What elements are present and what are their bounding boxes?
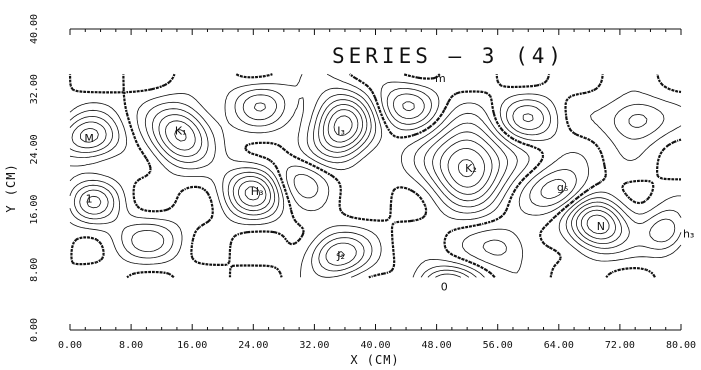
x-tick-label: 40.00 <box>360 340 390 351</box>
region-label: 0 <box>441 280 448 293</box>
y-tick-label: 40.00 <box>29 14 40 44</box>
contour-line <box>70 94 566 271</box>
chart-title: SERIES — 3 (4) <box>332 44 565 68</box>
contour-lines <box>70 74 681 277</box>
y-axis-label: Y (CM) <box>4 163 18 212</box>
y-axis-ticks: 0.00 8.00 16.00 24.00 32.00 40.00 <box>29 14 40 342</box>
region-labels: M K₁ I₃ m K₂ H₃ g₅ 1 Nh₃ J₂ 0 <box>84 72 694 293</box>
contour-line <box>70 82 589 277</box>
x-tick-label: 0.00 <box>58 340 82 351</box>
contour-line <box>175 110 609 234</box>
contour-line <box>334 116 475 177</box>
x-axis-label: X (CM) <box>350 353 399 367</box>
x-tick-label: 48.00 <box>422 340 452 351</box>
region-label: m <box>435 72 446 85</box>
region-label: M <box>84 132 94 145</box>
region-label: J₂ <box>336 249 345 262</box>
region-label: H₃ <box>251 185 264 198</box>
x-tick-label: 16.00 <box>177 340 207 351</box>
contour-line <box>80 129 344 257</box>
axes-frame <box>70 29 681 330</box>
y-tick-label: 8.00 <box>29 258 40 282</box>
y-tick-label: 0.00 <box>29 318 40 342</box>
x-tick-label: 64.00 <box>544 340 574 351</box>
x-tick-label: 32.00 <box>299 340 329 351</box>
region-label: h₃ <box>683 228 694 241</box>
region-label: I₃ <box>337 125 345 138</box>
region-label: g₅ <box>557 181 568 194</box>
x-tick-label: 24.00 <box>238 340 268 351</box>
region-label: K₂ <box>465 162 477 175</box>
region-label: K₁ <box>175 125 187 138</box>
contour-line <box>165 105 615 240</box>
y-tick-label: 32.00 <box>29 74 40 104</box>
contour-line <box>137 74 681 277</box>
x-tick-label: 8.00 <box>119 340 143 351</box>
region-label: 1 <box>86 192 93 205</box>
y-tick-label: 16.00 <box>29 195 40 225</box>
x-axis-ticks: 0.00 8.00 16.00 24.00 32.00 40.00 48.00 56.00 64… <box>58 340 696 351</box>
x-tick-label: 56.00 <box>483 340 513 351</box>
y-tick-label: 24.00 <box>29 134 40 164</box>
region-label: N <box>597 220 605 233</box>
x-tick-label: 72.00 <box>605 340 635 351</box>
x-tick-label: 80.00 <box>666 340 696 351</box>
